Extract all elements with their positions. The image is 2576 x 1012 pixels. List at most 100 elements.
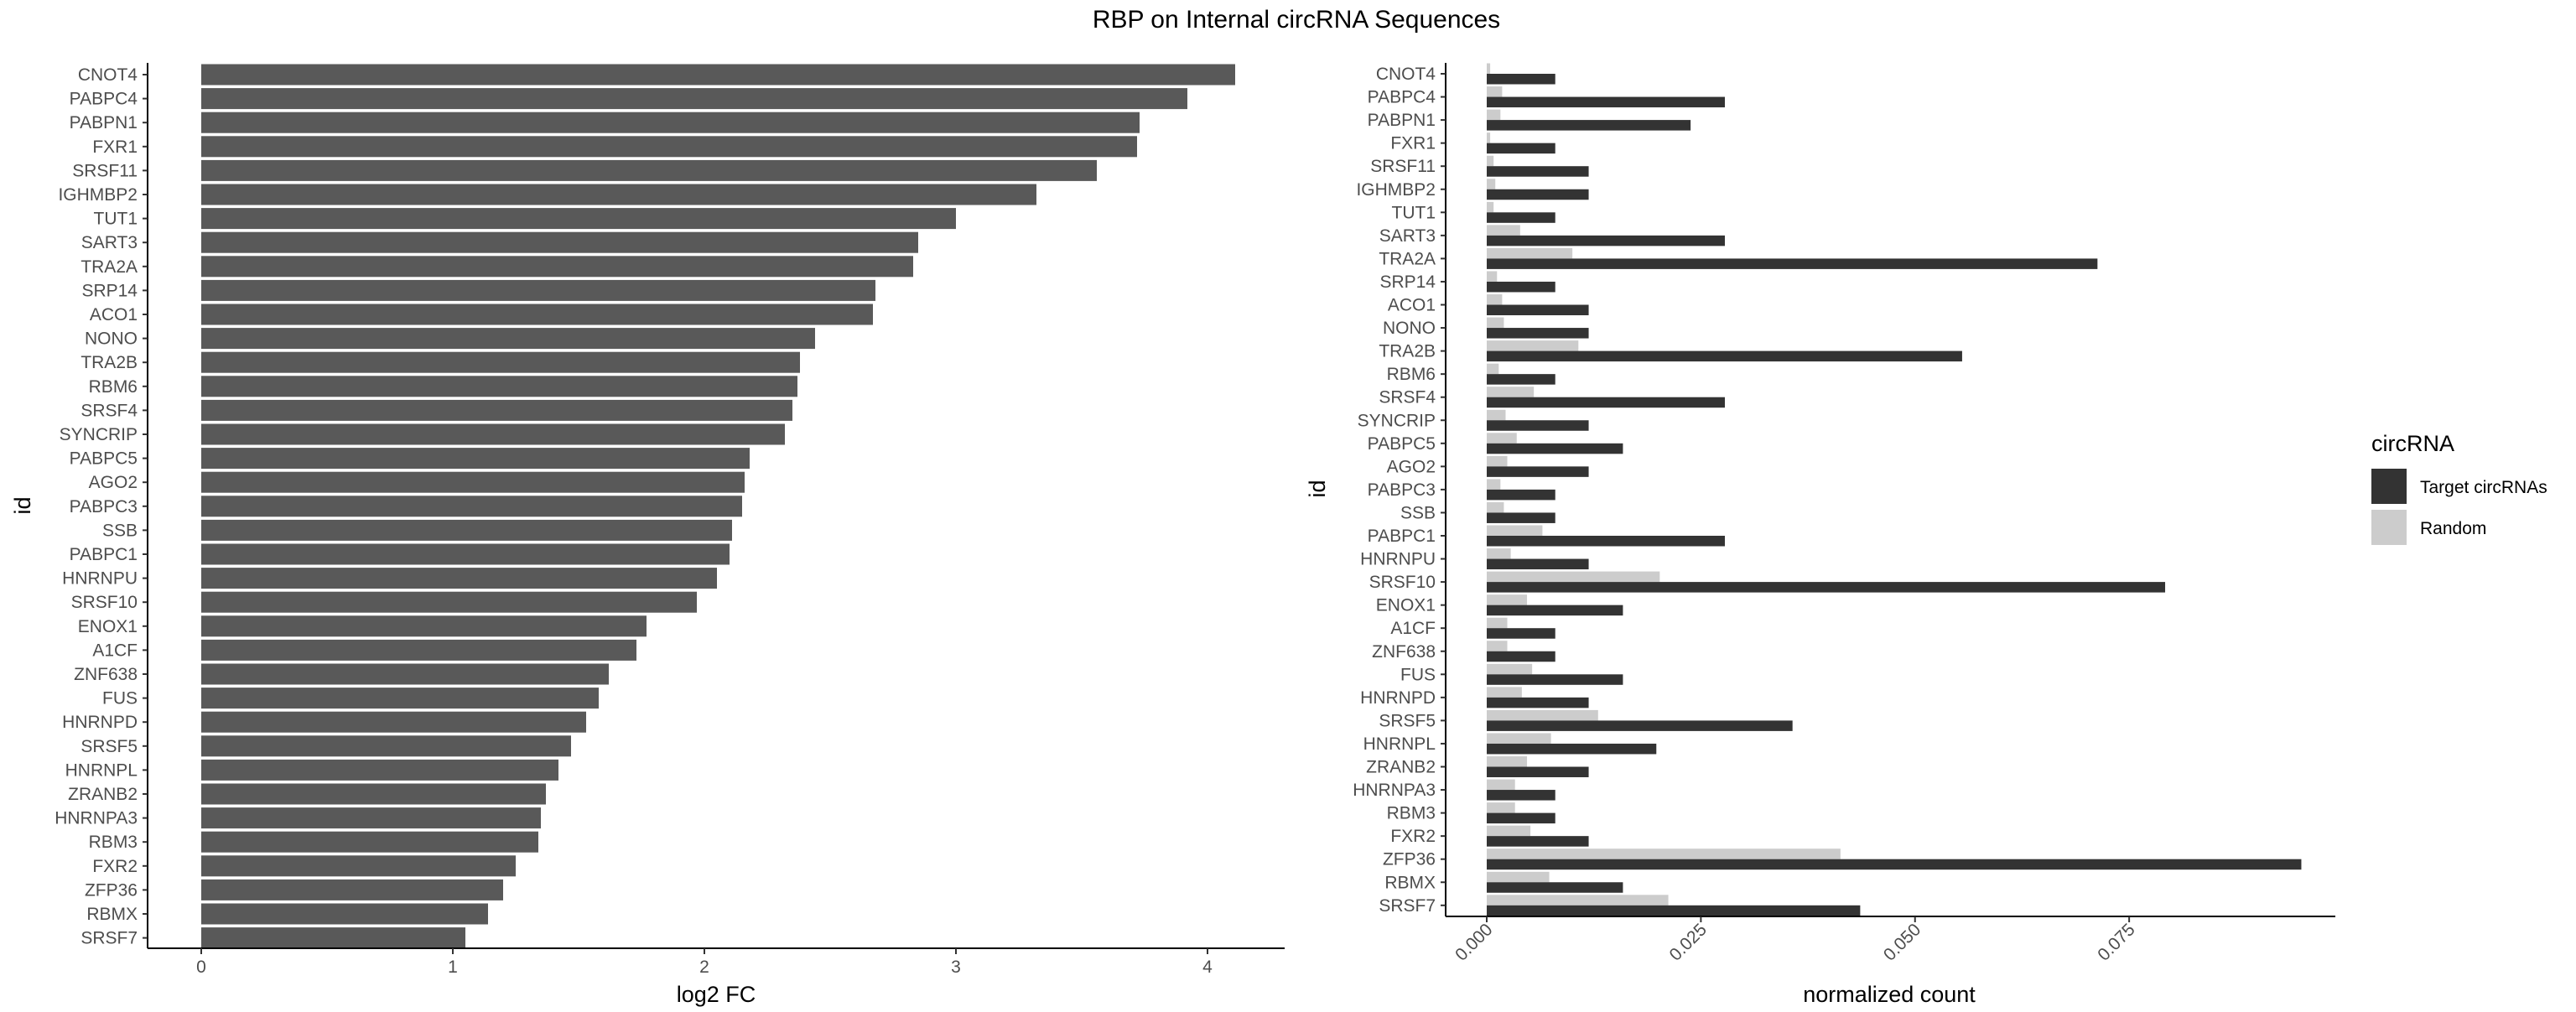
y-tick-label: PABPN1	[70, 113, 138, 132]
y-tick-label: SRSF11	[72, 161, 138, 180]
bar-random	[1487, 201, 1494, 213]
bar	[201, 208, 956, 230]
bar-target	[1487, 905, 1861, 916]
y-tick-label: ZFP36	[85, 880, 138, 900]
y-tick-label: SRSF5	[80, 737, 138, 756]
y-tick-label: NONO	[85, 330, 138, 349]
left-x-axis-title: log2 FC	[677, 982, 756, 1007]
y-tick-label: SRSF4	[1379, 388, 1436, 407]
bar-random	[1487, 409, 1506, 421]
bar-random	[1487, 733, 1551, 744]
bar	[201, 328, 815, 350]
bar-target	[1487, 258, 2098, 269]
bar-target	[1487, 790, 1555, 801]
y-tick-label: SRSF7	[1379, 896, 1436, 916]
bar-random	[1487, 594, 1528, 605]
y-tick-label: ZNF638	[74, 665, 138, 684]
y-tick-label: FUS	[102, 689, 138, 708]
chart-title: RBP on Internal circRNA Sequences	[1093, 6, 1500, 34]
y-tick-label: PABPC4	[1368, 88, 1436, 107]
y-tick-label: SRSF11	[1370, 157, 1436, 176]
bar-target	[1487, 466, 1589, 477]
y-tick-label: RBMX	[1384, 873, 1436, 892]
bar-random	[1487, 687, 1522, 698]
bar-random	[1487, 363, 1499, 375]
y-tick-label: RBM6	[89, 377, 138, 397]
bar	[201, 256, 913, 278]
y-tick-label: FXR1	[92, 138, 138, 157]
y-tick-label: PABPC3	[70, 497, 138, 516]
x-tick-label: 0.050	[1880, 920, 1924, 964]
y-tick-label: ACO1	[90, 305, 138, 324]
bar	[201, 304, 873, 325]
y-tick-label: HNRNPA3	[1353, 781, 1436, 800]
left-y-axis-title: id	[10, 496, 35, 514]
x-tick-label: 0	[196, 958, 206, 977]
bar-random	[1487, 525, 1543, 536]
legend-swatch-target	[2371, 469, 2407, 504]
bar-random	[1487, 317, 1504, 329]
bar	[201, 519, 732, 541]
bar-target	[1487, 697, 1589, 708]
bar	[201, 688, 599, 709]
bar-random	[1487, 387, 1535, 397]
x-tick-label: 0.075	[2094, 920, 2138, 964]
y-tick-label: SRP14	[1379, 272, 1436, 292]
bar	[201, 807, 541, 829]
bar	[201, 831, 538, 853]
y-tick-label: TRA2A	[80, 257, 138, 277]
bar	[201, 184, 1036, 205]
bar-random	[1487, 825, 1531, 837]
y-tick-label: PABPC3	[1368, 480, 1436, 500]
legend-label-random: Random	[2420, 519, 2486, 538]
y-tick-label: PABPC1	[1368, 527, 1436, 546]
x-tick-label: 2	[699, 958, 709, 977]
y-tick-label: SRSF7	[80, 929, 138, 948]
bar	[201, 759, 558, 781]
bar-random	[1487, 756, 1528, 767]
right-y-axis-title: id	[1305, 480, 1330, 497]
bar-random	[1487, 433, 1517, 444]
bar-target	[1487, 836, 1589, 847]
bar-random	[1487, 271, 1498, 282]
y-tick-label: SYNCRIP	[1358, 411, 1436, 430]
y-tick-label: CNOT4	[1376, 65, 1436, 84]
legend-label-target: Target circRNAs	[2420, 478, 2547, 497]
bar	[201, 448, 750, 470]
bar-target	[1487, 443, 1623, 454]
bar-target	[1487, 166, 1589, 177]
y-tick-label: SRSF5	[1379, 711, 1436, 730]
y-tick-label: TUT1	[1392, 203, 1436, 222]
right-bars	[1487, 63, 2302, 916]
right-panel: CNOT4 PABPC4 PABPN1 FXR1 SRSF11 IGHMBP2 TUT1 SA…	[1305, 63, 2335, 1007]
bar	[201, 399, 792, 421]
bar-target	[1487, 512, 1555, 523]
bar-target	[1487, 489, 1555, 501]
y-tick-label: AGO2	[1387, 457, 1436, 476]
bar	[201, 639, 636, 661]
bar-random	[1487, 779, 1515, 791]
right-x-tick-labels: 0.000 0.025 0.050 0.075	[1452, 916, 2139, 965]
y-tick-label: SRP14	[81, 281, 138, 300]
bar-random	[1487, 63, 1491, 74]
y-tick-label: SRSF10	[1369, 573, 1436, 592]
bar	[201, 711, 586, 733]
x-tick-label: 0.000	[1452, 920, 1496, 964]
bar-random	[1487, 247, 1573, 259]
bar	[201, 471, 745, 493]
y-tick-label: ZRANB2	[1366, 758, 1436, 777]
right-y-tick-labels: CNOT4 PABPC4 PABPN1 FXR1 SRSF11 IGHMBP2 TUT1 SA…	[1353, 65, 1446, 916]
y-tick-label: A1CF	[92, 641, 138, 660]
bar-random	[1487, 849, 1841, 859]
bar-random	[1487, 225, 1520, 236]
y-tick-label: PABPC4	[70, 90, 138, 109]
y-tick-label: HNRNPD	[62, 713, 138, 732]
bar-random	[1487, 340, 1579, 351]
bar	[201, 64, 1235, 86]
bar-target	[1487, 882, 1623, 893]
bar-random	[1487, 802, 1515, 813]
bar	[201, 855, 516, 877]
bar	[201, 735, 571, 757]
bar-target	[1487, 120, 1691, 131]
bar-target	[1487, 766, 1589, 777]
